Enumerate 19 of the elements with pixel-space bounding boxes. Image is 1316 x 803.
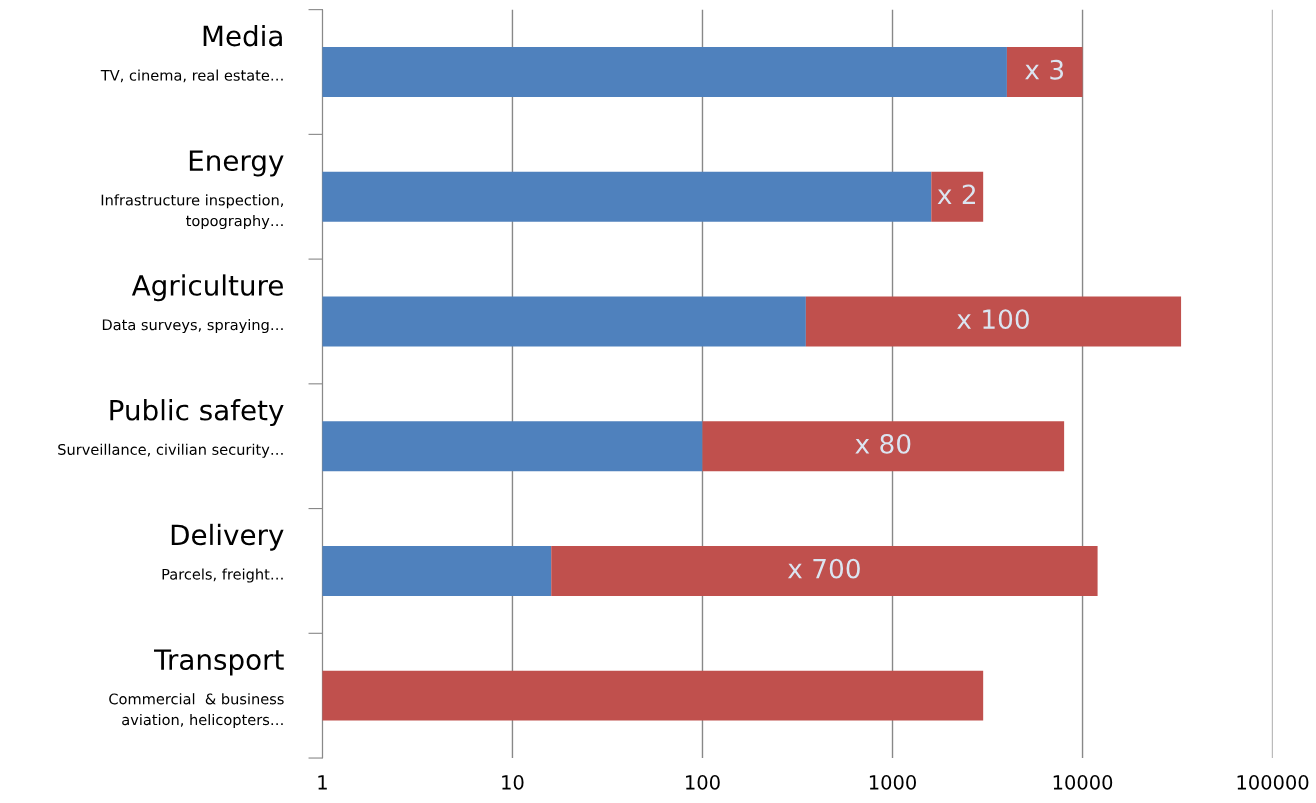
data-label: x 3 [1025, 59, 1064, 80]
x-tick-label: 100000 [1237, 775, 1309, 790]
bar [1006, 47, 1083, 97]
y-tick-label: Transport Commercial & business aviation, helicopters… [109, 649, 284, 729]
x-tick-label: 1000 [869, 775, 916, 790]
x-tick-label: 10000 [1053, 775, 1113, 790]
data-label: x 2 [937, 184, 975, 205]
y-tick-label: Delivery Parcels, freight… [162, 523, 284, 583]
data-label: x 700 [787, 558, 860, 579]
x-tick-label: 100 [686, 775, 720, 790]
data-label: x 100 [957, 309, 1029, 330]
y-tick-label: Energy Infrastructure inspection, topography… [101, 150, 284, 230]
data-label: x 80 [855, 433, 911, 454]
y-tick-label: Public safety Surveillance, civilian security… [58, 399, 284, 458]
bar [931, 171, 984, 222]
x-tick-label: 1 [318, 775, 327, 790]
y-tick-label: Agriculture Data surveys, spraying… [102, 274, 283, 334]
x-tick-label: 10 [502, 775, 524, 790]
y-tick-label: Media TV, cinema, real estate… [100, 24, 283, 83]
